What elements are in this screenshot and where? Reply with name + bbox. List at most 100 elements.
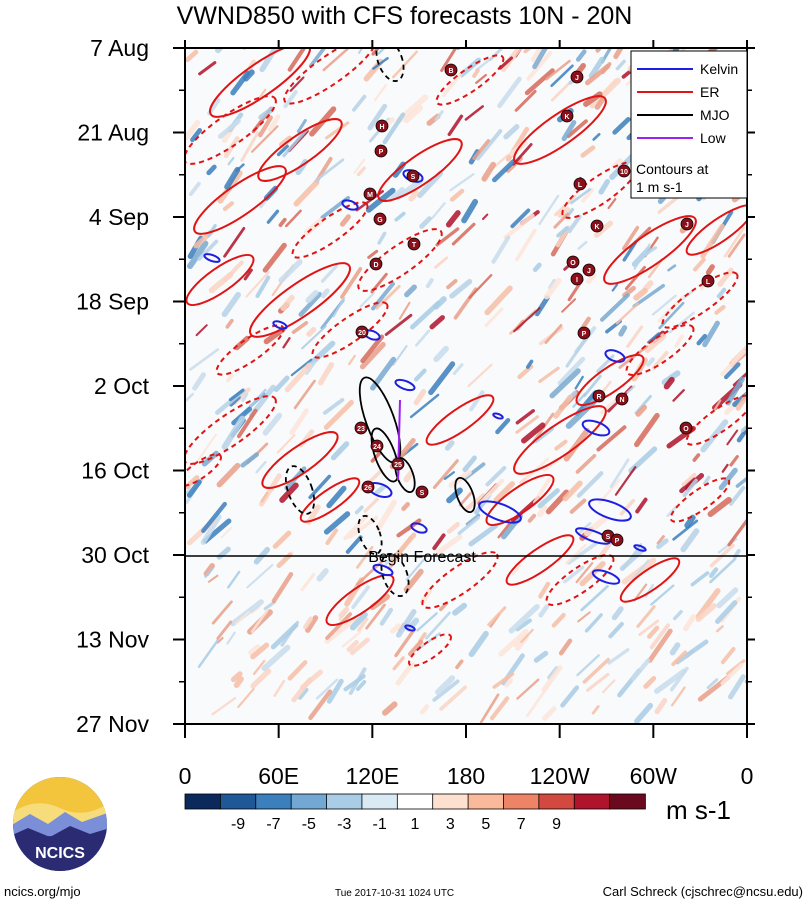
shading-streak bbox=[390, 623, 401, 634]
shading-streak bbox=[263, 326, 286, 345]
storm-marker-label: G bbox=[377, 217, 383, 224]
shading-streak bbox=[250, 668, 272, 689]
shading-streak bbox=[679, 48, 687, 55]
storm-marker-label: J bbox=[575, 75, 579, 82]
shading-streak bbox=[261, 644, 291, 672]
shading-streak bbox=[718, 467, 738, 491]
shading-streak bbox=[586, 672, 610, 692]
storm-marker-label: D bbox=[373, 262, 378, 269]
shading-streak bbox=[352, 94, 367, 112]
shading-streak bbox=[314, 158, 345, 183]
legend-label-er: ER bbox=[700, 84, 719, 100]
shading-streak bbox=[403, 105, 424, 124]
storm-marker: M bbox=[363, 187, 377, 201]
shading-streak bbox=[580, 145, 596, 158]
shading-streak bbox=[706, 678, 719, 690]
storm-marker-dot bbox=[610, 533, 624, 547]
storm-marker: O bbox=[679, 421, 693, 435]
shading-streak bbox=[570, 188, 592, 205]
shading-streak bbox=[262, 242, 287, 273]
shading-streak bbox=[456, 48, 461, 51]
x-tick-label: 60E bbox=[258, 763, 299, 789]
shading-streak bbox=[435, 675, 456, 695]
y-tick-label: 18 Sep bbox=[76, 289, 149, 315]
shading-streak bbox=[553, 394, 573, 419]
shading-streak bbox=[720, 349, 747, 377]
mjo-contour bbox=[375, 48, 405, 82]
shading-streak bbox=[263, 600, 276, 611]
shading-streak bbox=[395, 177, 424, 200]
shading-streak bbox=[525, 359, 534, 369]
shading-streak bbox=[279, 482, 299, 503]
colorbar-swatch bbox=[219, 793, 257, 810]
shading-streak bbox=[457, 516, 480, 535]
shading-streak bbox=[216, 636, 224, 644]
shading-streak bbox=[434, 256, 449, 269]
x-tick-label: 60W bbox=[630, 763, 678, 789]
shading-streak bbox=[235, 611, 250, 625]
shading-streak bbox=[360, 334, 385, 364]
shading-streak bbox=[373, 484, 386, 496]
shading-streak bbox=[669, 642, 681, 656]
shading-streak bbox=[324, 615, 358, 644]
shading-streak bbox=[222, 260, 244, 282]
er-contour bbox=[185, 395, 277, 465]
shading-streak bbox=[252, 659, 266, 676]
shading-streak bbox=[532, 262, 542, 272]
shading-streak bbox=[276, 434, 296, 454]
shading-streak bbox=[185, 392, 194, 402]
shading-streak bbox=[485, 466, 507, 487]
shading-streak bbox=[608, 621, 624, 639]
shading-streak bbox=[501, 513, 523, 540]
shading-streak bbox=[475, 73, 487, 84]
shading-streak bbox=[443, 471, 455, 480]
colorbar-tick-label: -3 bbox=[337, 816, 351, 833]
shading-streak bbox=[425, 278, 434, 289]
er-contour bbox=[421, 551, 499, 609]
storm-marker-dot bbox=[369, 257, 383, 271]
kelvin-contour bbox=[604, 349, 626, 363]
storm-marker-label: K bbox=[564, 114, 569, 121]
shading-streak bbox=[729, 455, 739, 467]
shading-streak bbox=[575, 561, 594, 584]
shading-streak bbox=[554, 439, 568, 451]
shading-streak bbox=[293, 179, 320, 207]
shading-streak bbox=[469, 390, 485, 412]
x-tick-label: 0 bbox=[179, 763, 192, 789]
shading-streak bbox=[409, 300, 441, 330]
shading-streak bbox=[248, 644, 261, 656]
storm-marker-dot bbox=[354, 421, 368, 435]
shading-streak bbox=[348, 515, 379, 539]
shading-streak bbox=[392, 656, 405, 671]
shading-streak bbox=[230, 671, 243, 683]
shading-streak bbox=[201, 501, 227, 533]
kelvin-contour bbox=[404, 624, 416, 632]
shading-streak bbox=[305, 340, 336, 370]
colorbar-swatch bbox=[255, 793, 292, 810]
footer-url: ncics.org/mjo bbox=[4, 884, 81, 899]
colorbar-tick-label: -9 bbox=[231, 816, 245, 833]
shading-streak bbox=[290, 358, 313, 377]
storm-marker: R bbox=[592, 389, 606, 403]
storm-marker: N bbox=[615, 392, 629, 406]
shading-streak bbox=[654, 668, 687, 694]
shading-streak bbox=[566, 119, 588, 139]
shading-streak bbox=[394, 211, 406, 222]
shading-streak bbox=[705, 264, 715, 276]
shading-streak bbox=[744, 158, 747, 164]
shading-streak bbox=[515, 618, 532, 632]
legend-label-mjo: MJO bbox=[700, 107, 730, 123]
shading-streak bbox=[472, 139, 491, 161]
storm-marker-label: B bbox=[448, 68, 453, 75]
shading-streak bbox=[589, 77, 621, 109]
shading-streak bbox=[190, 128, 203, 143]
shading-streak bbox=[498, 56, 514, 70]
shading-streak bbox=[550, 81, 572, 102]
storm-marker-label: H bbox=[379, 124, 384, 131]
shading-streak bbox=[289, 76, 305, 92]
shading-streak bbox=[622, 240, 638, 262]
shading-streak bbox=[420, 704, 430, 715]
legend-label-kelvin: Kelvin bbox=[700, 61, 738, 77]
shading-streak bbox=[243, 268, 253, 281]
shading-streak bbox=[428, 361, 456, 396]
